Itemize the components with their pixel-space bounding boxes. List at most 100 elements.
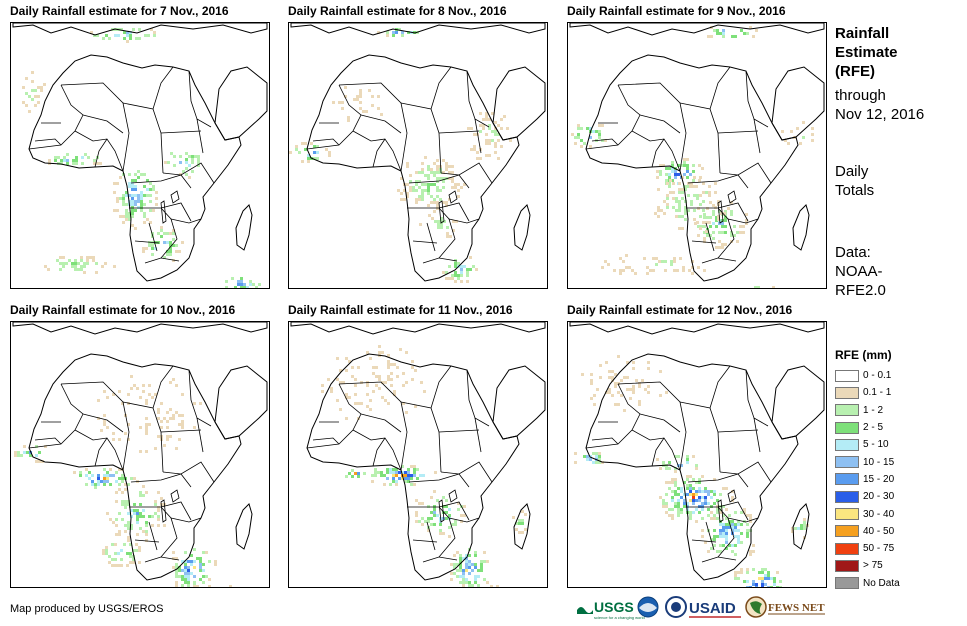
rain-cell [258,283,261,286]
rain-cell [577,127,580,130]
rain-cell [80,259,83,262]
rain-cell [655,263,658,266]
rain-cell [386,34,389,37]
rain-cell [106,480,109,483]
rain-cell [460,274,463,277]
rain-cell [143,215,146,218]
rain-cell [127,393,130,396]
rain-cell [453,554,456,557]
europe-coast [569,23,825,36]
rain-cell [436,207,439,210]
rain-cell [518,522,521,525]
rain-cell [114,543,117,546]
rain-cell [130,527,133,530]
rain-cell [354,393,357,396]
rain-cell [330,387,333,390]
rain-cell [433,523,436,526]
rain-cell [683,481,686,484]
rain-cell [656,458,659,461]
rain-cell [590,373,593,376]
rain-cell [79,474,82,477]
rain-cell [622,260,625,263]
country-border [196,417,204,453]
country-border [466,369,490,427]
rain-cell [451,186,454,189]
totals-line: Daily [835,163,869,180]
rain-cell [172,229,175,232]
rain-cell [779,580,782,583]
rain-cell [301,160,304,163]
rain-cell [598,455,601,458]
rain-cell [686,176,689,179]
rain-cell [328,151,331,154]
rain-cell [139,515,142,518]
rain-cell [132,549,135,552]
country-border [372,138,386,168]
rain-cell [665,505,668,508]
rain-cell [494,121,497,124]
rain-cell [625,254,628,257]
country-border [188,369,212,427]
rain-cell [734,526,737,529]
country-border [82,114,124,134]
rain-cell [404,474,407,477]
country-border [717,501,749,521]
rain-cell [157,241,160,244]
rain-cell [371,95,374,98]
rain-cell [698,487,701,490]
rain-cell [593,403,596,406]
rain-cell [450,563,453,566]
rain-cell [712,210,715,213]
rain-cell [377,31,380,34]
rain-cell [692,511,695,514]
rain-cell [199,578,202,581]
rain-cell [684,188,687,191]
rain-cell [682,269,685,272]
rain-cell [714,206,717,209]
rain-cell [139,396,142,399]
rain-cell [89,256,92,259]
legend-label: No Data [863,577,900,589]
rain-cell [181,575,184,578]
rain-cell [175,584,178,587]
rain-cell [133,384,136,387]
rain-cell [175,250,178,253]
rain-cell [485,154,488,157]
rain-cell [721,231,724,234]
rain-cell [436,171,439,174]
rain-cell [451,171,454,174]
rain-cell [26,451,29,454]
rain-cell [691,260,694,263]
rain-cell [665,502,668,505]
rain-cell [434,220,437,223]
rain-cell [684,218,687,221]
rain-cell [95,271,98,274]
rain-cell [725,547,728,550]
rain-cell [693,218,696,221]
title-line: Estimate [835,44,898,61]
rain-cell [139,491,142,494]
rain-cell [81,156,84,159]
rain-cell [119,176,122,179]
map-background [289,322,547,587]
rain-cell [393,390,396,393]
country-border [422,556,458,563]
rain-cell [190,554,193,557]
rain-cell [131,224,134,227]
country-border [34,437,62,445]
rain-cell [722,529,725,532]
rain-cell [608,370,611,373]
rain-cell [381,351,384,354]
rain-cell [172,551,175,554]
rain-cell [686,478,689,481]
rain-cell [56,259,59,262]
country-border [82,413,124,433]
rain-cell [646,266,649,269]
rain-cell [743,508,746,511]
rain-cell [357,475,360,478]
rain-cell [442,177,445,180]
rain-cell [590,382,593,385]
rain-cell [647,367,650,370]
rain-cell [378,345,381,348]
rain-cell [191,161,194,164]
